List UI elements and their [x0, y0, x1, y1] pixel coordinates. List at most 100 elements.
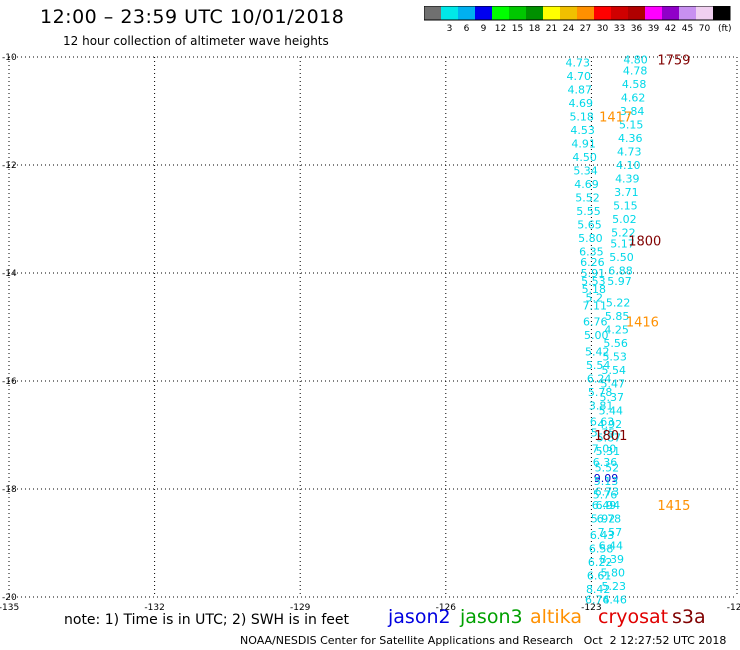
- color-scale-label: 15: [512, 24, 523, 34]
- wave-height-value: 5.52: [575, 191, 600, 204]
- lon-label: -132: [144, 603, 164, 613]
- pass-time-label: 1415: [657, 499, 690, 514]
- color-swatch: [458, 6, 475, 20]
- color-swatch: [560, 6, 577, 20]
- color-swatch: [696, 6, 713, 20]
- wave-height-value: 7.57: [598, 526, 623, 539]
- color-swatch: [713, 6, 730, 20]
- wave-height-value: 5.42: [585, 345, 610, 358]
- wave-height-value: 4.80: [623, 54, 648, 67]
- wave-height-value: 6.49: [592, 499, 617, 512]
- wave-height-value: 5.22: [606, 297, 631, 310]
- color-swatch: [611, 6, 628, 20]
- color-scale-label: 36: [631, 24, 643, 34]
- pass-time-label: 1800: [628, 235, 661, 250]
- color-swatch: [526, 6, 543, 20]
- wave-height-value: 5.54: [586, 359, 611, 372]
- wave-height-value: 5.13: [594, 475, 619, 488]
- wave-height-value: 5.00: [584, 329, 609, 342]
- wave-height-value: 5.56: [603, 337, 628, 350]
- color-scale-label: 45: [682, 24, 693, 34]
- wave-height-value: 4.10: [616, 159, 641, 172]
- lon-label: -123: [581, 603, 601, 613]
- wave-height-value: 4.36: [618, 132, 643, 145]
- wave-height-value: 6.94: [596, 499, 621, 512]
- wave-height-value: 4.69: [574, 178, 599, 191]
- wave-height-value: 4.69: [568, 97, 593, 110]
- credit-line: NOAA/NESDIS Center for Satellite Applica…: [240, 634, 727, 647]
- wave-height-value: 4.78: [623, 65, 648, 78]
- wave-height-value: 5.80: [578, 232, 603, 245]
- color-scale-label: 12: [495, 24, 506, 34]
- wave-height-value: 5.53: [602, 351, 627, 364]
- wave-height-value: 4.70: [567, 70, 592, 83]
- legend-jason2: jason2: [388, 606, 451, 628]
- color-scale-label: 70: [699, 24, 711, 34]
- map-title: 12:00 – 23:59 UTC 10/01/2018: [40, 6, 345, 28]
- color-scale-label: 21: [546, 24, 557, 34]
- wave-height-value: 5.92: [591, 513, 616, 526]
- legend-altika: altika: [530, 606, 582, 628]
- wave-height-value: 5.97: [607, 275, 632, 288]
- color-scale-label: 6: [464, 24, 470, 34]
- pass-time-label: 1759: [657, 54, 690, 69]
- wave-height-value: 5.76: [593, 488, 618, 501]
- wave-height-value: 5.85: [605, 310, 630, 323]
- color-swatch: [662, 6, 679, 20]
- wave-height-value: 5.34: [573, 164, 598, 177]
- wave-height-value: 5.17: [610, 237, 635, 250]
- color-scale-label: 27: [580, 24, 591, 34]
- wave-height-value: 5.50: [609, 251, 634, 264]
- wave-height-value: 6.24: [587, 372, 612, 385]
- color-swatch: [628, 6, 645, 20]
- wave-height-value: 6.78: [597, 513, 622, 526]
- wave-height-value: 4.62: [621, 92, 646, 105]
- color-swatch: [475, 6, 492, 20]
- wave-height-value: 5.02: [612, 213, 637, 226]
- wave-height-value: 5.23: [601, 580, 626, 593]
- color-swatch: [509, 6, 526, 20]
- wave-height-value: 5.15: [619, 119, 644, 132]
- legend-s3a: s3a: [672, 606, 706, 628]
- wave-height-value: 3.71: [614, 186, 639, 199]
- wave-height-value: 6.43: [590, 529, 615, 542]
- wave-height-value: 6.36: [593, 456, 618, 469]
- color-swatch: [645, 6, 662, 20]
- color-scale-legend: 3 6 9 12 15 18 21 24 27 30 33 36 39 42 45 70 (ft): [424, 6, 732, 34]
- color-scale-label: 18: [529, 24, 541, 34]
- wave-height-value: 4.92: [598, 418, 623, 431]
- wave-height-value: 5.91: [581, 267, 606, 280]
- wave-height-value: 5.44: [599, 405, 624, 418]
- wave-height-value: 3.84: [620, 105, 645, 118]
- wave-height-value: 5.18: [569, 110, 594, 123]
- wave-height-value: 6.22: [588, 556, 613, 569]
- wave-height-value: 4.39: [615, 173, 640, 186]
- wave-height-value: 5.55: [576, 205, 601, 218]
- lon-label: -126: [436, 603, 457, 613]
- wave-height-value: 5.54: [601, 364, 626, 377]
- wave-height-value: 6.73: [595, 486, 620, 499]
- color-scale-label: 39: [648, 24, 660, 34]
- wave-height-value: 6.88: [608, 264, 633, 277]
- wave-height-value: 6.26: [580, 256, 605, 269]
- map-subtitle: 12 hour collection of altimeter wave hei…: [63, 34, 329, 48]
- wave-height-value: 5.37: [600, 391, 625, 404]
- color-scale-label: 3: [447, 24, 453, 34]
- wave-height-value: 6.61: [587, 569, 612, 582]
- color-scale-label: 30: [597, 24, 609, 34]
- wave-height-value: 4.58: [622, 78, 647, 91]
- wave-height-value: 9.09: [594, 472, 619, 485]
- color-swatch: [594, 6, 611, 20]
- color-swatch: [441, 6, 458, 20]
- color-scale-label: 33: [614, 24, 625, 34]
- pass-time-label: 1801: [594, 429, 627, 444]
- wave-height-value: 6.46: [602, 594, 627, 607]
- wave-height-value: 5.22: [611, 227, 636, 240]
- wave-height-value: 5.87: [597, 432, 622, 445]
- wave-height-value: 4.91: [571, 137, 596, 150]
- wave-height-value: 5.47: [601, 378, 626, 391]
- wave-height-value: 5.53: [581, 275, 606, 288]
- wave-height-value: 5.78: [588, 386, 613, 399]
- wave-height-value: 8.39: [600, 553, 625, 566]
- wave-height-value: 8.42: [586, 583, 611, 596]
